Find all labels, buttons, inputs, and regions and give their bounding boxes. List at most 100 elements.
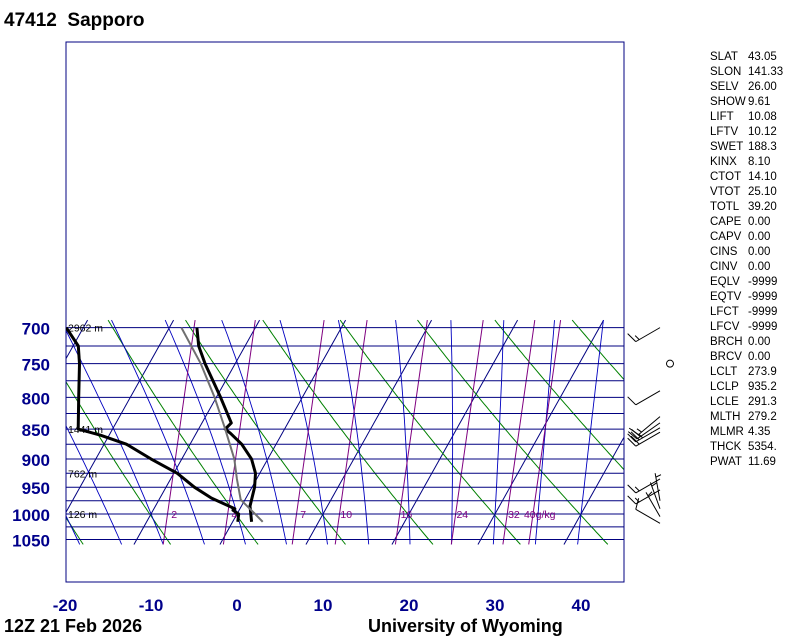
- index-value: 141.33: [748, 66, 784, 78]
- wind-barb-flag: [627, 495, 637, 505]
- wind-barb: [628, 416, 661, 436]
- index-key: CINV: [710, 261, 738, 273]
- index-row: CINS 0.00: [710, 245, 800, 260]
- pressure-tick-label: 850: [22, 421, 50, 440]
- wind-barb-flag: [627, 431, 638, 440]
- index-row: LCLT 273.9: [710, 365, 800, 380]
- temperature-tick-label: -10: [139, 596, 164, 615]
- height-label: 2962 m: [68, 323, 103, 335]
- index-row: EQLV -9999: [710, 275, 800, 290]
- height-label: 126 m: [68, 509, 97, 521]
- wind-barb: [654, 473, 662, 501]
- index-key: BRCV: [710, 351, 742, 363]
- wind-barb-flag: [627, 437, 637, 447]
- index-row: LFCV -9999: [710, 320, 800, 335]
- data-source: University of Wyoming: [368, 616, 563, 636]
- dry-adiabat-line: [339, 319, 521, 545]
- index-key: KINX: [710, 156, 737, 168]
- index-key: LIFT: [710, 111, 734, 123]
- mixing-ratio-label: 16: [401, 509, 413, 521]
- wind-barb: [627, 478, 661, 494]
- index-value: 8.10: [748, 156, 771, 168]
- index-value: 0.00: [748, 261, 771, 273]
- wind-barb: [627, 390, 661, 406]
- index-key: LCLP: [710, 381, 739, 393]
- wind-barb: [627, 489, 661, 505]
- temperature-profile-line: [195, 327, 257, 522]
- index-row: LIFT 10.08: [710, 110, 800, 125]
- index-value: 279.2: [748, 411, 777, 423]
- wind-barb-shaft: [635, 489, 661, 505]
- wind-barb-half-flag: [634, 497, 640, 503]
- index-key: EQLV: [710, 276, 740, 288]
- index-value: 14.10: [748, 171, 777, 183]
- index-key: CINS: [710, 246, 738, 258]
- mixing-ratio-label: 24: [456, 509, 468, 521]
- index-key: THCK: [710, 441, 742, 453]
- index-key: SWET: [710, 141, 744, 153]
- moist-adiabat-line: [450, 320, 454, 545]
- index-key: EQTV: [710, 291, 742, 303]
- index-value: 0.00: [748, 351, 771, 363]
- wind-barb-shaft: [636, 422, 661, 440]
- index-key: SLON: [710, 66, 742, 78]
- index-row: LFCT -9999: [710, 305, 800, 320]
- index-key: PWAT: [710, 456, 742, 468]
- index-key: CAPV: [710, 231, 742, 243]
- index-value: 188.3: [748, 141, 777, 153]
- index-key: LCLT: [710, 366, 738, 378]
- index-row: LFTV 10.12: [710, 125, 800, 140]
- wind-barb-shaft: [654, 473, 661, 501]
- index-key: TOTL: [710, 201, 740, 213]
- wind-barb-shaft: [649, 482, 661, 509]
- mixing-ratio-line: [334, 320, 368, 545]
- wind-barb-half-flag: [634, 335, 640, 340]
- mixing-ratio-line: [394, 320, 428, 545]
- pressure-tick-label: 900: [22, 451, 50, 470]
- index-value: 273.9: [748, 366, 777, 378]
- height-label: 762 m: [68, 468, 97, 480]
- isotherm-line: [219, 319, 347, 545]
- index-key: LCLE: [710, 396, 739, 408]
- mixing-ratio-label: 7: [300, 509, 306, 521]
- temperature-tick-label: 10: [314, 596, 333, 615]
- index-key: MLTH: [710, 411, 741, 423]
- index-row: SLAT 43.05: [710, 50, 800, 65]
- wind-barbs: [627, 327, 674, 524]
- mixing-ratio-label: 10: [340, 509, 352, 521]
- dry-adiabat-line: [650, 320, 710, 544]
- index-value: 0.00: [748, 231, 771, 243]
- mixing-ratio-label: 4: [231, 509, 237, 521]
- dry-adiabat-line: [571, 319, 624, 381]
- index-value: -9999: [748, 276, 778, 288]
- isotherm-line: [305, 319, 433, 545]
- wind-barb-flag: [630, 435, 640, 445]
- temperature-tick-label: -20: [53, 596, 78, 615]
- mixing-ratio-line: [450, 320, 484, 545]
- pressure-tick-label: 700: [22, 320, 50, 339]
- index-key: SHOW: [710, 96, 746, 108]
- mixing-ratio-line: [162, 320, 196, 545]
- index-key: SELV: [710, 81, 739, 93]
- index-row: BRCV 0.00: [710, 350, 800, 365]
- isotherm-line: [133, 319, 261, 545]
- mixing-ratio-label: 2: [171, 509, 177, 521]
- index-row: SELV 26.00: [710, 80, 800, 95]
- pressure-tick-label: 800: [22, 389, 50, 408]
- isotherm-line: [563, 436, 624, 545]
- wind-barb-flag: [635, 498, 640, 510]
- wind-barb-half-flag: [636, 428, 642, 433]
- index-value: 5354.: [748, 441, 777, 453]
- index-row: PWAT 11.69: [710, 455, 800, 470]
- index-value: 25.10: [748, 186, 777, 198]
- index-key: LFTV: [710, 126, 739, 138]
- wind-barb-flag: [627, 433, 637, 443]
- temperature-tick-label: 40: [572, 596, 591, 615]
- index-value: 26.00: [748, 81, 777, 93]
- wind-barb-shaft: [635, 431, 661, 447]
- axis-labels: 700 750 800 850 900 950 1000 1050 -20 -10 0 10 20 30 4…: [12, 320, 590, 615]
- pressure-tick-label: 750: [22, 356, 50, 375]
- index-value: 43.05: [748, 51, 777, 63]
- mixing-ratio-line: [528, 320, 562, 545]
